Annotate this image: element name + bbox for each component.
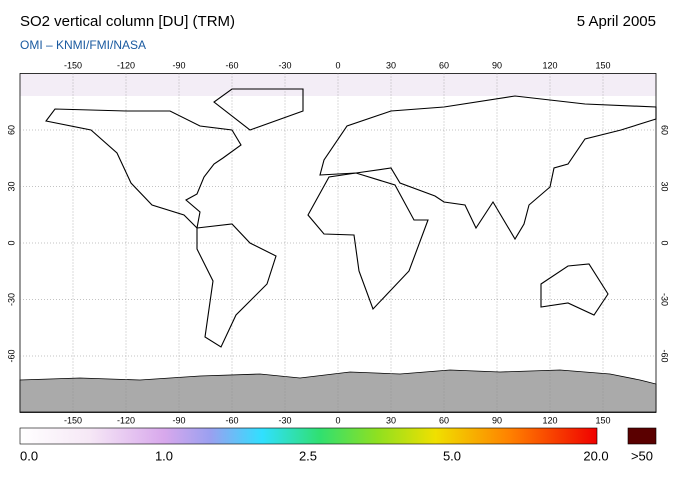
lon-label-bottom: -90: [172, 415, 185, 425]
lat-label-right: -30: [660, 293, 670, 306]
lat-label-right: 30: [660, 181, 670, 191]
coastlines: [45, 88, 657, 348]
lat-label-right: 60: [660, 125, 670, 135]
lon-label-bottom: 120: [542, 415, 557, 425]
lon-label-bottom: -30: [278, 415, 291, 425]
graticule: [20, 73, 656, 413]
greenland: [213, 88, 304, 131]
colorbar-overflow: [627, 427, 657, 445]
lon-label-top: -120: [117, 60, 135, 70]
title: SO2 vertical column [DU] (TRM): [20, 13, 235, 30]
north-america: [45, 108, 242, 230]
lat-label-left: 30: [6, 181, 16, 191]
australia: [540, 263, 609, 316]
lat-label-left: -30: [6, 293, 16, 306]
lon-label-top: 60: [439, 60, 449, 70]
lat-label-left: 60: [6, 125, 16, 135]
lat-label-right: -60: [660, 349, 670, 362]
lon-label-top: 120: [542, 60, 557, 70]
south-america: [196, 223, 277, 348]
colorbar-label: >50: [631, 448, 653, 463]
lon-label-bottom: -120: [117, 415, 135, 425]
lon-label-top: -30: [278, 60, 291, 70]
lon-label-top: 90: [492, 60, 502, 70]
colorbar: [19, 427, 598, 445]
lon-label-bottom: -150: [64, 415, 82, 425]
africa: [307, 172, 429, 311]
date: 5 April 2005: [577, 13, 656, 30]
credit: OMI – KNMI/FMI/NASA: [20, 38, 146, 52]
lon-label-top: -60: [225, 60, 238, 70]
lon-label-top: -150: [64, 60, 82, 70]
lon-label-top: 0: [335, 60, 340, 70]
colorbar-label: 0.0: [20, 448, 38, 463]
eurasia: [319, 95, 657, 241]
lon-label-top: -90: [172, 60, 185, 70]
lon-label-bottom: -60: [225, 415, 238, 425]
lat-label-left: -60: [6, 349, 16, 362]
colorbar-label: 1.0: [155, 448, 173, 463]
lat-label-left: 0: [6, 240, 16, 245]
lon-label-bottom: 60: [439, 415, 449, 425]
lon-label-top: 30: [386, 60, 396, 70]
lat-label-right: 0: [660, 240, 670, 245]
lon-label-bottom: 90: [492, 415, 502, 425]
colorbar-label: 20.0: [583, 448, 608, 463]
colorbar-label: 5.0: [443, 448, 461, 463]
lon-label-bottom: 0: [335, 415, 340, 425]
lon-label-bottom: 30: [386, 415, 396, 425]
lon-label-top: 150: [595, 60, 610, 70]
lon-label-bottom: 150: [595, 415, 610, 425]
colorbar-label: 2.5: [299, 448, 317, 463]
